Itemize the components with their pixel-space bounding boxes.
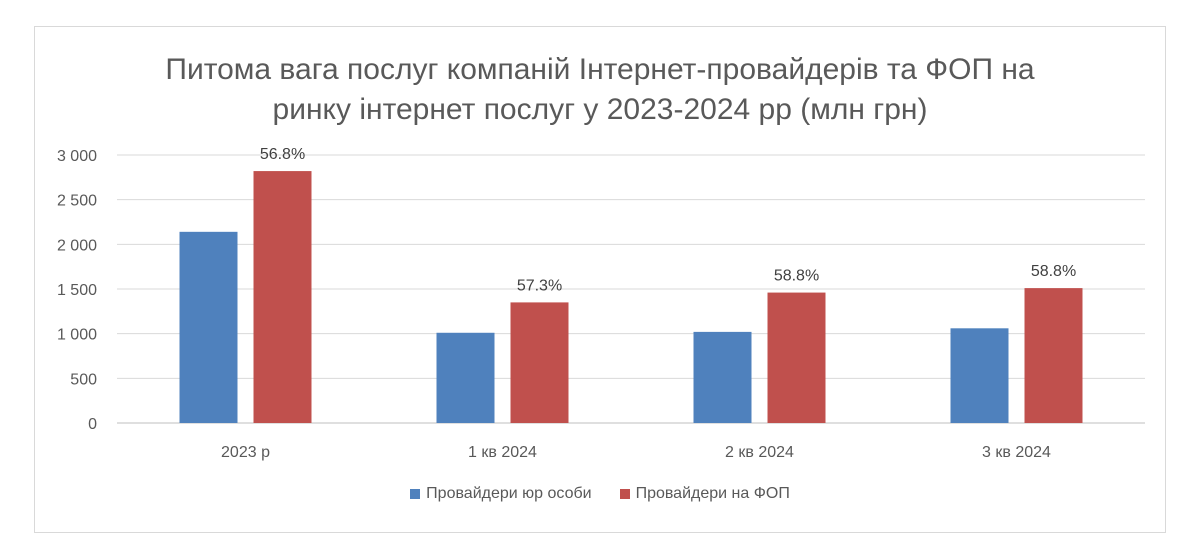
legend-swatch-legal-entities: [410, 489, 421, 499]
bar-fop: [767, 292, 826, 423]
bar-legal-entities: [436, 332, 495, 423]
data-label: 58.8%: [774, 268, 819, 285]
y-tick-label: 2 000: [57, 237, 97, 254]
data-label: 57.3%: [517, 277, 562, 294]
bar-fop: [253, 171, 312, 423]
y-tick-label: 3 000: [57, 148, 97, 165]
x-tick-label: 2 кв 2024: [725, 444, 794, 461]
y-tick-label: 1 500: [57, 282, 97, 299]
legend-item-fop: Провайдери на ФОП: [619, 485, 790, 503]
legend-label-legal-entities: Провайдери юр особи: [426, 485, 592, 502]
bar-legal-entities: [179, 231, 238, 423]
legend-label-fop: Провайдери на ФОП: [635, 485, 790, 502]
y-tick-label: 2 500: [57, 193, 97, 210]
data-label: 58.8%: [1031, 263, 1076, 280]
bar-fop: [1024, 288, 1083, 423]
y-tick-label: 500: [70, 371, 97, 388]
legend-item-legal-entities: Провайдери юр особи: [410, 485, 592, 503]
legend: Провайдери юр особи Провайдери на ФОП: [0, 485, 1200, 503]
bar-legal-entities: [950, 328, 1009, 423]
bar-legal-entities: [693, 331, 752, 423]
chart-title-line-2: ринку інтернет послуг у 2023-2024 рр (мл…: [272, 93, 928, 126]
chart-title-line-1: Питома вага послуг компаній Інтернет-про…: [165, 53, 1035, 86]
y-tick-label: 0: [88, 416, 97, 433]
data-label: 56.8%: [260, 146, 305, 163]
legend-swatch-fop: [619, 489, 630, 499]
x-tick-label: 1 кв 2024: [468, 444, 537, 461]
chart-title: Питома вага послуг компаній Інтернет-про…: [0, 50, 1200, 130]
x-tick-label: 2023 р: [221, 444, 270, 461]
x-tick-label: 3 кв 2024: [982, 444, 1051, 461]
bar-fop: [510, 302, 569, 423]
y-tick-label: 1 000: [57, 327, 97, 344]
